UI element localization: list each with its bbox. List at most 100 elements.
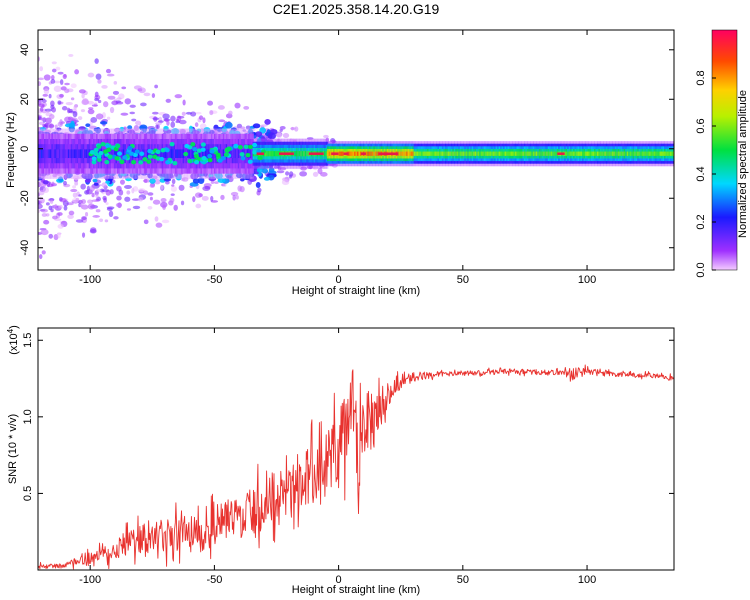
spectrogram-cell <box>199 123 207 130</box>
spectrogram-cell <box>125 177 132 182</box>
spectrogram-cell <box>512 151 515 156</box>
spectrogram-cell <box>371 151 375 156</box>
spectrogram-cell <box>154 84 159 89</box>
spectrogram-cell <box>131 118 137 122</box>
spectrogram-cell <box>139 124 148 131</box>
spectrogram-cell <box>67 149 71 159</box>
spectrogram-cell <box>245 153 251 158</box>
spectrogram-cell <box>427 151 430 156</box>
spectrogram-cell <box>233 143 239 149</box>
spectrogram-cell <box>207 153 213 159</box>
spectrogram-cell <box>101 85 108 89</box>
spectrogram-cell <box>550 151 554 156</box>
spectrogram-cell <box>500 151 503 156</box>
spectrogram-cell <box>598 151 602 156</box>
x-tick-label: -100 <box>79 574 101 586</box>
colorbar-tick-label: 0.4 <box>695 166 707 181</box>
spectrogram-cell <box>207 100 214 106</box>
spectrogram-cell <box>126 208 132 211</box>
snr-y-label: SNR (10 * v/v) <box>7 414 19 484</box>
spectrogram-cell <box>240 178 245 182</box>
spectrogram-cell <box>39 254 43 260</box>
spectrogram-cell <box>610 151 613 156</box>
spectrogram-cell <box>197 177 205 184</box>
spectrogram-cell <box>140 102 147 107</box>
spectrogram-cell <box>178 128 187 134</box>
spectrogram-cell <box>328 151 332 156</box>
spectrogram-cell <box>52 149 56 159</box>
spectrogram-cell <box>79 149 83 159</box>
spectrogram-cell <box>201 149 205 159</box>
spectrogram-cell <box>503 151 506 156</box>
spectrogram-cell <box>412 151 415 156</box>
spectrogram-cell <box>255 182 261 188</box>
spectrogram-cell <box>464 151 467 156</box>
spectrogram-cell <box>91 156 97 161</box>
spectrogram-cell <box>75 219 84 223</box>
spectrogram-cell <box>354 151 357 156</box>
spectrogram-cell <box>458 151 461 156</box>
spectrogram-cell <box>81 93 85 99</box>
spectrogram-cell <box>418 151 421 156</box>
spectrogram-cell <box>217 158 223 163</box>
spectrogram-cell <box>537 151 540 156</box>
spectrogram-cell <box>55 149 59 159</box>
spectrogram-cell <box>64 149 68 159</box>
spectrogram-cell <box>616 151 619 156</box>
spectrogram-cell <box>161 149 165 159</box>
spectrogram-cell <box>197 149 201 159</box>
spectrogram-cell <box>163 125 169 131</box>
spectrogram-cell <box>637 151 640 156</box>
spectrogram-cell <box>413 151 417 156</box>
spectrogram-cell <box>160 149 163 159</box>
spectrogram-cell <box>138 160 144 165</box>
spectrogram-cell <box>580 151 584 156</box>
spectrogram-y-ticks: -40 -20 0 20 40 <box>19 44 674 256</box>
spectrogram-cell <box>325 151 329 157</box>
spectrogram-cell <box>207 149 211 159</box>
spectrogram-cell <box>40 107 44 112</box>
spectrogram-cell <box>370 151 374 156</box>
spectrogram-cell <box>204 149 208 159</box>
spectrogram-cell <box>131 160 137 165</box>
spectrogram-cell <box>589 151 593 156</box>
spectrogram-cell <box>122 149 126 159</box>
spectrogram-cell <box>84 149 87 159</box>
spectrogram-cell <box>137 188 146 192</box>
spectrogram-cell <box>73 149 77 159</box>
spectrogram-cell <box>650 151 654 156</box>
spectrogram-cell <box>202 117 206 124</box>
spectrogram-cell <box>260 136 266 143</box>
spectrogram-cell <box>176 115 182 122</box>
spectrogram-cell <box>195 111 202 115</box>
spectrogram-cell <box>629 151 633 156</box>
spectrogram-cell <box>72 192 78 198</box>
spectrogram-cell <box>76 149 80 159</box>
spectrogram-cell <box>488 151 491 156</box>
spectrogram-cell <box>82 175 92 180</box>
spectrogram-cell <box>252 150 258 155</box>
spectrogram-cell <box>98 150 104 156</box>
spectrogram-cell <box>169 197 175 203</box>
spectrogram-cell <box>38 208 41 214</box>
spectrogram-cell <box>217 178 226 184</box>
spectrogram-cell <box>192 196 196 203</box>
spectrogram-cell <box>63 205 68 211</box>
colorbar-bar <box>711 29 738 271</box>
spectrogram-cell <box>239 152 245 157</box>
spectrogram-cell <box>126 190 131 195</box>
spectrogram-cell <box>91 192 95 198</box>
spectrogram-cell <box>568 151 572 156</box>
spectrogram-cell <box>631 151 634 156</box>
spectrogram-cell <box>45 202 50 206</box>
spectrogram-cell <box>81 199 87 205</box>
spectrogram-cell <box>172 149 175 159</box>
spectrogram-cell <box>111 100 119 106</box>
spectrogram-cell <box>495 151 499 156</box>
spectrogram-cell <box>100 142 106 147</box>
spectrogram-x-label: Height of straight line (km) <box>292 285 420 297</box>
spectrogram-cell <box>104 159 110 165</box>
spectrogram-cell <box>273 165 278 169</box>
colorbar-tick-label: 0.0 <box>695 262 707 277</box>
spectrogram-cell <box>155 149 161 155</box>
